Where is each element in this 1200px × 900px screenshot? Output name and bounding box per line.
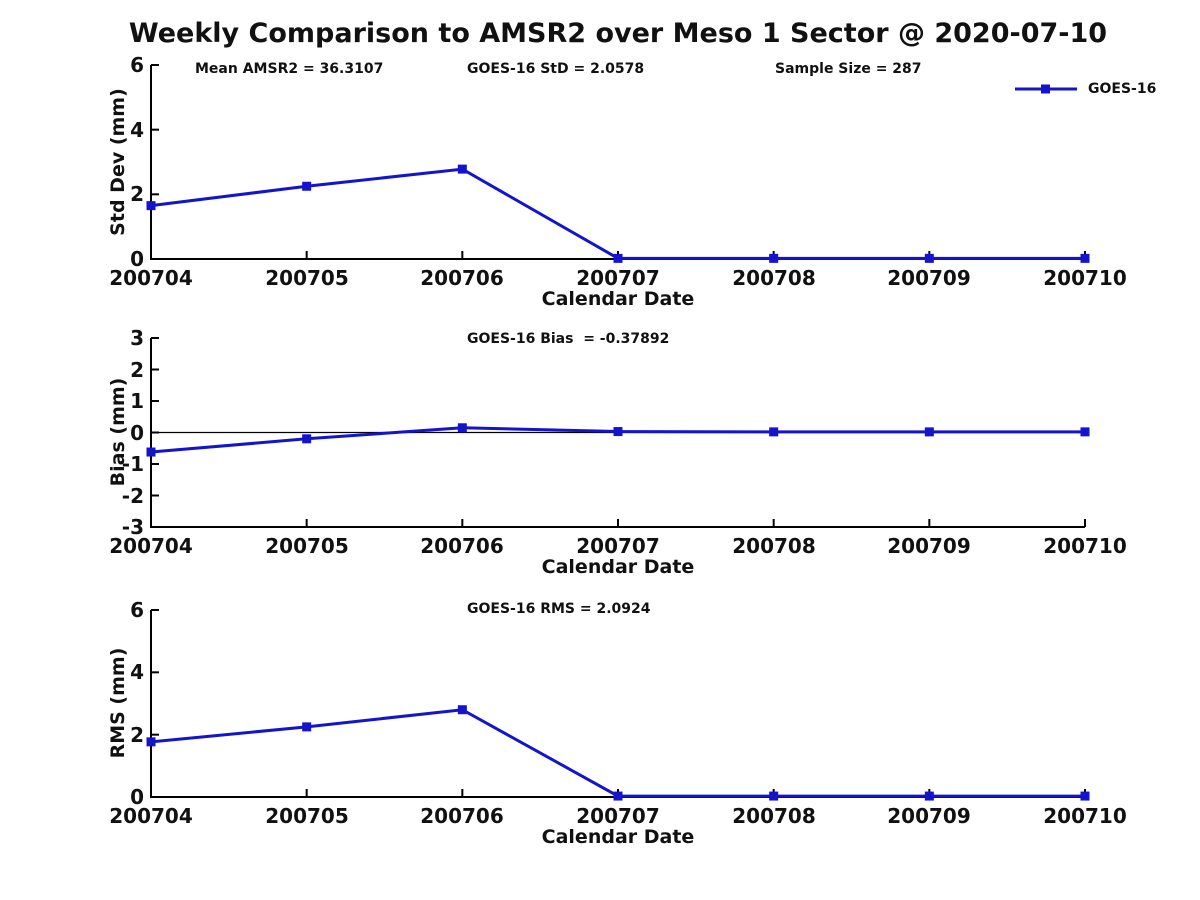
y-tick-label: 3: [130, 326, 144, 350]
axis-frame: [150, 65, 1085, 260]
data-point-marker: [924, 791, 934, 801]
x-tick-label: 200705: [265, 266, 349, 290]
x-tick-label: 200705: [265, 534, 349, 558]
annotation-mean-amsr2: Mean AMSR2 = 36.3107: [195, 61, 384, 77]
legend-line-marker-icon: [1015, 84, 1077, 94]
series-line: [150, 708, 1085, 798]
data-point-marker: [457, 164, 467, 174]
y-axis-label-stddev: Std Dev (mm): [107, 88, 129, 236]
x-tick-label: 200704: [109, 266, 193, 290]
x-tick-label: 200704: [109, 804, 193, 828]
data-point-marker: [613, 253, 623, 263]
x-tick-label: 200704: [109, 534, 193, 558]
y-tick-label: 1: [130, 389, 144, 413]
data-point-marker: [924, 253, 934, 263]
x-tick-label: 200710: [1043, 804, 1127, 828]
x-tick-label: 200706: [420, 266, 504, 290]
data-point-marker: [302, 434, 312, 444]
y-tick-label: 2: [130, 723, 144, 747]
page-title: Weekly Comparison to AMSR2 over Meso 1 S…: [128, 18, 1108, 49]
data-point-marker: [457, 423, 467, 433]
y-tick-label: 2: [130, 182, 144, 206]
data-point-marker: [1080, 253, 1090, 263]
annotation-goes16-std: GOES-16 StD = 2.0578: [467, 61, 645, 77]
x-tick-label: 200709: [887, 266, 971, 290]
data-point-marker: [457, 705, 467, 715]
x-axis-label-subplot2: Calendar Date: [541, 556, 695, 578]
data-point-marker: [146, 737, 156, 747]
x-tick-label: 200706: [420, 804, 504, 828]
data-point-marker: [1080, 427, 1090, 437]
x-tick-label: 200708: [732, 534, 816, 558]
x-tick-label: 200707: [576, 804, 660, 828]
annotation-goes16-rms: GOES-16 RMS = 2.0924: [467, 601, 651, 617]
x-tick-label: 200710: [1043, 534, 1127, 558]
y-axis-label-rms: RMS (mm): [107, 647, 129, 759]
annotation-sample-size: Sample Size = 287: [775, 61, 922, 77]
x-axis-label-subplot1: Calendar Date: [541, 288, 695, 310]
y-tick-label: 0: [130, 247, 144, 271]
data-point-marker: [146, 201, 156, 211]
data-point-marker: [302, 181, 312, 191]
data-point-marker: [769, 253, 779, 263]
x-tick-label: 200709: [887, 534, 971, 558]
x-tick-label: 200707: [576, 266, 660, 290]
legend-label: GOES-16: [1088, 81, 1157, 97]
y-tick-label: -2: [121, 484, 144, 508]
y-tick-label: 4: [130, 660, 144, 684]
x-tick-label: 200707: [576, 534, 660, 558]
data-point-marker: [146, 447, 156, 457]
y-tick-label: 2: [130, 358, 144, 382]
data-point-marker: [1080, 791, 1090, 801]
series-line: [150, 167, 1085, 260]
y-tick-label: 4: [130, 118, 144, 142]
y-tick-label: -1: [121, 452, 144, 476]
x-tick-label: 200706: [420, 534, 504, 558]
x-tick-label: 200709: [887, 804, 971, 828]
data-point-marker: [613, 427, 623, 437]
y-tick-label: 0: [130, 421, 144, 445]
y-tick-label: 6: [130, 53, 144, 77]
x-tick-label: 200708: [732, 804, 816, 828]
data-point-marker: [769, 791, 779, 801]
x-tick-label: 200708: [732, 266, 816, 290]
y-tick-label: 6: [130, 598, 144, 622]
data-point-marker: [302, 722, 312, 732]
x-tick-label: 200705: [265, 804, 349, 828]
data-point-marker: [924, 427, 934, 437]
y-tick-label: 0: [130, 785, 144, 809]
legend: GOES-16: [1014, 78, 1156, 100]
annotation-goes16-bias: GOES-16 Bias = -0.37892: [467, 331, 670, 347]
data-point-marker: [769, 427, 779, 437]
axis-frame: [150, 610, 1085, 798]
x-tick-label: 200710: [1043, 266, 1127, 290]
y-tick-label: -3: [121, 515, 144, 539]
x-axis-label-subplot3: Calendar Date: [541, 826, 695, 848]
data-point-marker: [613, 791, 623, 801]
